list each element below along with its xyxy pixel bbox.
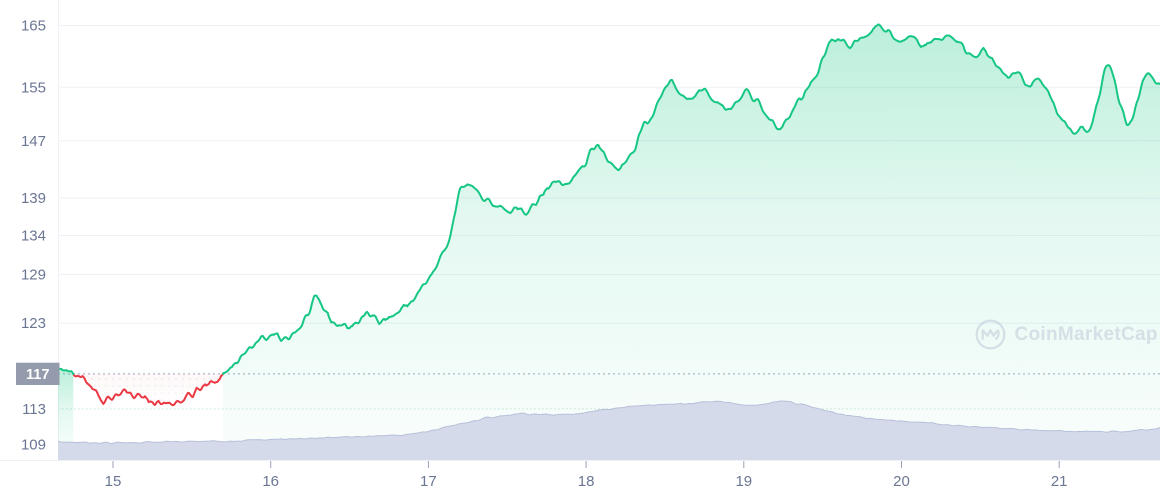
svg-text:139: 139 — [21, 190, 46, 207]
svg-text:155: 155 — [21, 79, 46, 96]
svg-text:117: 117 — [26, 367, 49, 383]
svg-text:109: 109 — [21, 437, 46, 454]
svg-text:17: 17 — [420, 473, 437, 490]
svg-text:147: 147 — [21, 133, 46, 150]
svg-text:16: 16 — [262, 473, 279, 490]
svg-text:CoinMarketCap: CoinMarketCap — [1015, 324, 1158, 345]
svg-text:19: 19 — [735, 473, 752, 490]
svg-text:20: 20 — [893, 473, 910, 490]
svg-text:123: 123 — [21, 315, 46, 332]
svg-text:18: 18 — [578, 473, 595, 490]
svg-text:165: 165 — [21, 17, 46, 34]
svg-text:15: 15 — [105, 473, 122, 490]
svg-text:129: 129 — [21, 267, 46, 284]
svg-text:21: 21 — [1051, 473, 1068, 490]
svg-text:113: 113 — [22, 401, 46, 418]
svg-text:134: 134 — [21, 228, 46, 245]
